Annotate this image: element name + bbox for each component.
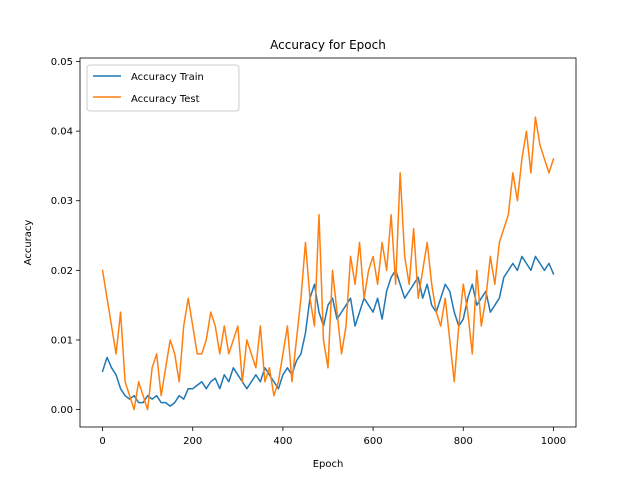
x-tick-label: 0 — [99, 436, 105, 447]
y-tick-label: 0.03 — [51, 196, 73, 207]
y-tick-label: 0.04 — [51, 127, 73, 138]
x-tick-label: 200 — [183, 436, 202, 447]
y-axis: 0.00 0.01 0.02 0.03 0.04 0.05 — [51, 57, 80, 416]
series-layer — [101, 116, 555, 411]
x-tick-label: 800 — [454, 436, 473, 447]
chart-title: Accuracy for Epoch — [270, 38, 386, 52]
plot-frame — [79, 57, 577, 428]
series-line-train — [101, 255, 555, 407]
x-axis-label: Epoch — [313, 459, 344, 470]
y-tick-label: 0.02 — [51, 266, 73, 277]
y-tick-label: 0.00 — [51, 405, 73, 416]
legend-label-test: Accuracy Test — [131, 94, 200, 105]
x-tick-label: 400 — [273, 436, 292, 447]
x-axis: 0 200 400 600 800 1000 — [99, 427, 566, 447]
x-tick-label: 1000 — [541, 436, 566, 447]
legend: Accuracy Train Accuracy Test — [86, 64, 240, 112]
plot-area — [80, 58, 576, 427]
legend-label-train: Accuracy Train — [131, 72, 204, 83]
series-line-test — [101, 116, 555, 411]
legend-box — [86, 64, 240, 112]
x-tick-label: 600 — [364, 436, 383, 447]
y-axis-label: Accuracy — [23, 220, 34, 266]
y-tick-label: 0.05 — [51, 57, 73, 68]
y-tick-label: 0.01 — [51, 335, 73, 346]
